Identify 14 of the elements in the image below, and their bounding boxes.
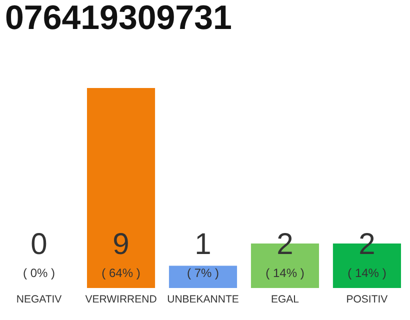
data-label: 1 xyxy=(194,228,212,261)
x-tick-label: EGAL xyxy=(270,294,300,306)
annotation: ( 14% ) xyxy=(348,266,386,280)
x-tick-label: NEGATIV xyxy=(16,294,62,306)
chart-title: 076419309731 xyxy=(5,0,232,37)
x-tick-label: UNBEKANNTE xyxy=(167,294,239,306)
data-label: 0 xyxy=(30,228,48,261)
data-label: 9 xyxy=(112,228,130,261)
x-tick-label: VERWIRREND xyxy=(85,294,158,306)
annotation: ( 64% ) xyxy=(102,266,140,280)
x-tick-label: POSITIV xyxy=(346,294,388,306)
annotation: ( 7% ) xyxy=(186,266,220,280)
annotation: ( 0% ) xyxy=(23,266,56,280)
annotation: ( 14% ) xyxy=(266,266,304,280)
